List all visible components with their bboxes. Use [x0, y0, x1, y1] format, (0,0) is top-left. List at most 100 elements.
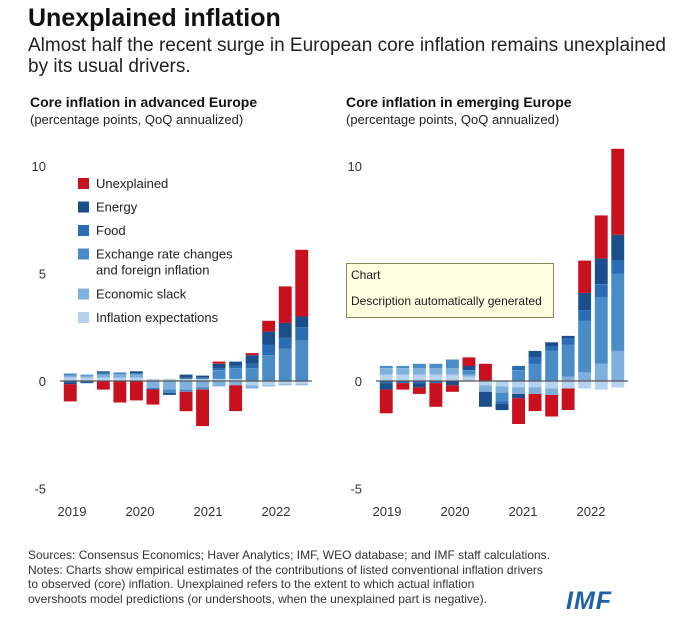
bar-segment-expectations — [495, 381, 509, 387]
bar-segment-energy — [545, 342, 559, 347]
panel-title-emerging: Core inflation in emerging Europe — [346, 94, 572, 110]
bar-segment-food — [412, 381, 426, 384]
bar-segment-energy — [412, 383, 426, 388]
bar-segment-expectations — [96, 377, 110, 381]
bar-segment-expectations — [545, 381, 559, 389]
bar-segment-exchange — [212, 370, 226, 379]
tooltip-line-1: Chart — [351, 268, 381, 282]
bar-segment-slack — [130, 374, 143, 378]
bar-segment-exchange — [412, 363, 426, 369]
notes-line-4: overshoots model predictions (or undersh… — [28, 591, 487, 606]
bar-segment-food — [96, 372, 110, 374]
bar-segment-exchange — [96, 373, 110, 375]
bar-segment-unexplained — [262, 320, 276, 332]
bar-segment-slack — [545, 388, 559, 395]
notes-line-1: Sources: Consensus Economics; Haver Anal… — [28, 548, 550, 562]
bar-segment-exchange — [446, 359, 459, 369]
bar-segment-slack — [412, 368, 426, 375]
legend-label-exchange: and foreign inflation — [96, 263, 209, 278]
bar-segment-exchange — [561, 344, 575, 377]
bar-segment-exchange — [611, 273, 625, 351]
bar-segment-unexplained — [545, 395, 559, 417]
bar-segment-slack — [462, 374, 476, 377]
bar-segment-food — [594, 284, 608, 298]
bar-segment-expectations — [212, 378, 226, 381]
bar-segment-expectations — [611, 381, 625, 388]
bar-segment-energy — [229, 361, 243, 366]
bar-segment-unexplained — [462, 357, 476, 366]
bar-segment-energy — [512, 393, 525, 399]
bar-segment-slack — [379, 368, 393, 375]
bar-segment-food — [278, 338, 292, 349]
bar-segment-energy — [594, 258, 608, 285]
bar-segment-food — [578, 310, 592, 321]
bar-segment-exchange — [295, 340, 309, 381]
bar-segment-food — [179, 377, 193, 379]
bar-segment-exchange — [262, 355, 276, 381]
bar-segment-unexplained — [611, 148, 625, 235]
legend-swatch-expectations — [78, 312, 89, 323]
bar-segment-exchange — [229, 368, 243, 379]
bar-segment-expectations — [163, 378, 176, 381]
x-tick-label: 2022 — [262, 504, 291, 519]
bar-segment-energy — [495, 403, 509, 411]
bar-segment-slack — [212, 381, 226, 387]
bar-segment-expectations — [379, 374, 393, 382]
bar-segment-unexplained — [63, 384, 77, 402]
bar-segment-exchange — [429, 363, 443, 369]
bar-segment-exchange — [113, 372, 127, 375]
bar-segment-energy — [578, 292, 592, 311]
bar-segment-energy — [278, 322, 292, 338]
bar-segment-food — [262, 344, 276, 356]
bar-segment-exchange — [512, 370, 525, 382]
bar-segment-exchange — [245, 368, 259, 381]
imf-logo: IMF — [566, 587, 613, 615]
legend-label-food: Food — [96, 223, 126, 238]
bar-segment-slack — [80, 375, 94, 378]
bar-segment-unexplained — [561, 388, 575, 410]
panel-title-advanced: Core inflation in advanced Europe — [30, 94, 258, 110]
bar-segment-food — [212, 368, 226, 371]
legend-swatch-unexplained — [78, 178, 89, 189]
legend-swatch-exchange — [78, 248, 89, 260]
bar-segment-food — [495, 401, 509, 404]
notes-line-2: Notes: Charts show empirical estimates o… — [28, 562, 543, 577]
bar-segment-slack — [63, 375, 77, 378]
bar-segment-expectations — [130, 377, 143, 381]
bar-segment-slack — [396, 368, 410, 375]
bar-segment-energy — [462, 365, 476, 371]
bar-segment-energy — [96, 371, 110, 373]
bar-segment-unexplained — [412, 387, 426, 394]
bar-segment-slack — [429, 368, 443, 375]
bar-segment-food — [545, 346, 559, 351]
bar-segment-slack — [113, 374, 127, 378]
bar-segment-food — [245, 363, 259, 369]
bar-segment-exchange — [462, 370, 476, 375]
bar-segment-energy — [528, 350, 542, 358]
bar-segment-slack — [245, 385, 259, 389]
bar-segment-unexplained — [429, 383, 443, 407]
bar-segment-exchange — [179, 389, 193, 392]
bar-segment-exchange — [163, 389, 176, 393]
bar-segment-food — [512, 365, 525, 371]
bar-segment-expectations — [462, 376, 476, 381]
bar-segment-expectations — [113, 377, 127, 381]
bar-segment-expectations — [295, 381, 309, 385]
bar-segment-food — [611, 260, 625, 274]
bar-segment-exchange — [396, 365, 410, 368]
bar-segment-slack — [611, 350, 625, 381]
bar-segment-unexplained — [512, 398, 525, 424]
bar-segment-exchange — [578, 320, 592, 373]
bar-segment-expectations — [594, 381, 608, 390]
bar-segment-energy — [262, 331, 276, 345]
bar-segment-unexplained — [130, 381, 143, 401]
bar-segment-energy — [379, 383, 393, 390]
bar-segment-energy — [179, 374, 193, 378]
bar-segment-expectations — [396, 374, 410, 382]
bar-segment-exchange — [379, 365, 393, 368]
bar-segment-energy — [479, 391, 492, 407]
alt-text-tooltip: Chart Description automatically generate… — [346, 263, 554, 318]
bar-segment-slack — [96, 374, 110, 378]
bar-segment-expectations — [179, 378, 193, 381]
bar-segment-energy — [212, 363, 226, 369]
